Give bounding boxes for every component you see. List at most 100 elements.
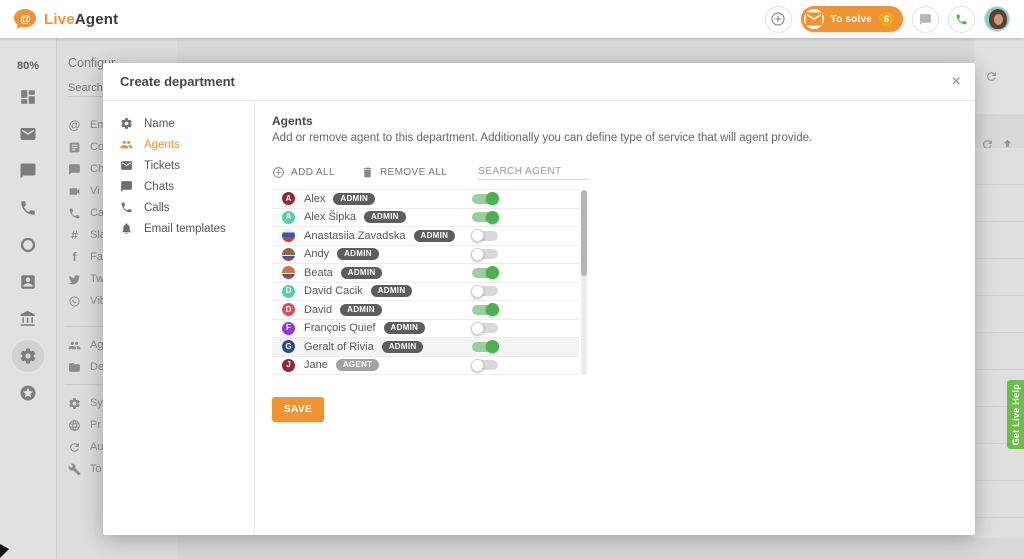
agent-name: Andy [304, 248, 330, 261]
agent-row[interactable]: Anastasiia Zavadska ADMIN [272, 227, 579, 246]
agent-row[interactable]: Andy ADMIN [272, 246, 579, 264]
agent-toggle[interactable] [471, 284, 498, 298]
list-scrollbar[interactable] [581, 190, 587, 375]
configuration-item-label: Ag [90, 339, 104, 351]
envelope-icon [120, 159, 133, 172]
modal-title: Create department [120, 74, 235, 89]
get-live-help-button[interactable]: Get Live Help [1007, 380, 1024, 449]
app-sidebar-rail: 80% [0, 38, 57, 559]
video-icon [68, 185, 81, 198]
star-circle-icon[interactable] [19, 384, 37, 402]
gear-icon [68, 397, 81, 410]
to-solve-envelope-icon [803, 9, 824, 29]
agent-avatar: A [282, 210, 295, 224]
modal-nav-item-email-templates[interactable]: Email templates [103, 218, 254, 239]
grid-icon[interactable] [19, 88, 37, 106]
liveagent-logo[interactable]: @ LiveAgent [12, 8, 118, 31]
agent-avatar: D [282, 303, 295, 317]
agent-row[interactable]: F François Quief ADMIN [272, 320, 579, 338]
agent-row[interactable]: J Jane AGENT [272, 357, 579, 375]
to-solve-count-badge: 6 [878, 12, 894, 26]
modal-nav-item-calls[interactable]: Calls [103, 197, 254, 218]
people-icon [68, 339, 81, 352]
modal-nav-item-chats[interactable]: Chats [103, 176, 254, 197]
agent-toggle[interactable] [472, 303, 499, 317]
agent-role-badge: ADMIN [340, 266, 383, 279]
agent-avatar-initial: F [286, 323, 291, 333]
agent-toggle[interactable] [472, 192, 499, 206]
bank-icon[interactable] [19, 310, 37, 328]
toggle-knob [486, 210, 499, 224]
configuration-item-label: Vi [90, 185, 100, 197]
ring-icon[interactable] [19, 236, 37, 254]
agent-row[interactable]: D David Cacik ADMIN [272, 283, 579, 301]
agent-role-badge: ADMIN [340, 303, 382, 316]
toggle-knob [471, 321, 484, 335]
usage-percent-label: 80% [16, 60, 40, 72]
folder-icon [68, 361, 81, 374]
modal-nav-label: Chats [144, 180, 175, 193]
agent-toggle[interactable] [471, 229, 498, 243]
search-agent-input[interactable] [477, 164, 590, 180]
agent-toggle[interactable] [472, 210, 499, 224]
calls-button[interactable] [948, 5, 975, 33]
add-all-label: ADD ALL [291, 166, 335, 178]
agent-row[interactable]: A Alex Šipka ADMIN [272, 209, 579, 227]
agent-avatar [282, 247, 295, 261]
modal-nav-item-agents[interactable]: Agents [103, 134, 254, 155]
agent-name: David [304, 303, 333, 316]
modal-nav-label: Name [144, 117, 175, 130]
modal-nav-item-tickets[interactable]: Tickets [103, 155, 254, 176]
agent-name: Alex [304, 192, 326, 205]
envelope-icon[interactable] [19, 125, 37, 143]
configuration-item: Vib [68, 290, 107, 312]
agent-role-badge: ADMIN [333, 192, 376, 205]
rail-active-item[interactable] [12, 340, 44, 372]
user-avatar[interactable] [984, 6, 1010, 32]
configuration-item-label: Au [90, 441, 104, 453]
plus-circle-icon [770, 11, 786, 27]
agent-row[interactable]: Beata ADMIN [272, 264, 579, 283]
background-table-area [974, 38, 1024, 559]
phone-icon[interactable] [19, 199, 37, 217]
phone-icon [955, 13, 968, 26]
chat-icon [919, 13, 932, 26]
agent-toggle[interactable] [471, 247, 498, 261]
agent-row[interactable]: G Geralt of Rivia ADMIN [272, 338, 579, 357]
gear-icon[interactable] [19, 347, 37, 365]
contact-card-icon[interactable] [19, 273, 37, 291]
agent-toggle[interactable] [472, 340, 499, 354]
agent-avatar: G [282, 340, 295, 354]
add-new-button[interactable] [764, 5, 792, 33]
background-rows [974, 148, 1024, 538]
agent-toggle[interactable] [471, 321, 498, 335]
people-icon [120, 138, 133, 151]
chats-button[interactable] [912, 5, 939, 33]
agent-avatar [282, 229, 295, 243]
plus-circle-icon [272, 166, 285, 179]
agent-role-badge: AGENT [335, 359, 380, 372]
cursor-artifact [0, 544, 9, 558]
configuration-item-label: Sla [90, 229, 106, 241]
card-icon [68, 141, 81, 154]
modal-nav-item-name[interactable]: Name [103, 113, 254, 134]
agent-row[interactable]: D David ADMIN [272, 301, 579, 320]
scrollbar-thumb[interactable] [581, 190, 587, 276]
toggle-knob [486, 266, 499, 280]
agent-row[interactable]: A Alex ADMIN [272, 190, 579, 209]
close-icon[interactable]: × [951, 72, 961, 90]
agent-list: A Alex ADMIN A Alex Šipka ADMIN Anastasi… [272, 189, 587, 375]
save-button[interactable]: SAVE [272, 397, 325, 422]
at-icon: @ [68, 118, 81, 132]
add-all-button[interactable]: ADD ALL [272, 166, 335, 179]
remove-all-button[interactable]: REMOVE ALL [361, 166, 447, 179]
agent-name: François Quief [304, 322, 376, 335]
to-solve-label: To solve [830, 13, 872, 25]
refresh-icon [68, 441, 81, 454]
agent-toggle[interactable] [471, 358, 498, 372]
agent-toggle[interactable] [472, 266, 499, 280]
to-solve-button[interactable]: To solve 6 [800, 6, 903, 32]
agent-role-badge: ADMIN [383, 322, 426, 335]
agent-avatar [282, 266, 295, 280]
chat-icon[interactable] [19, 162, 37, 180]
